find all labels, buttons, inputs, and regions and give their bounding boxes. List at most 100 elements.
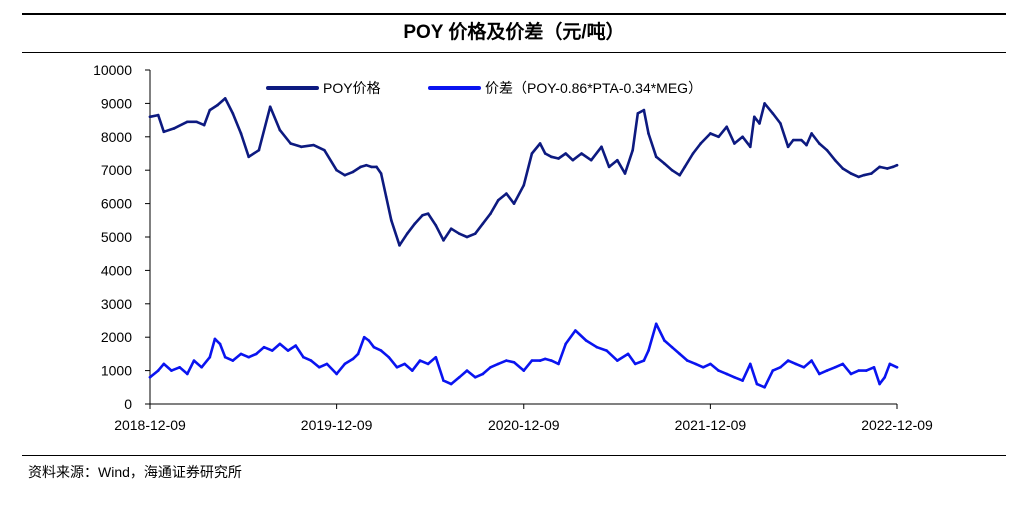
data-point-s2 — [895, 365, 899, 369]
data-point-s1 — [857, 175, 860, 179]
data-point-s1 — [434, 224, 438, 227]
data-point-s1 — [580, 152, 583, 155]
data-point-s1 — [195, 120, 198, 124]
data-point-s1 — [202, 123, 206, 127]
data-point-s2 — [442, 379, 445, 382]
data-point-s2 — [595, 345, 599, 349]
data-point-s2 — [771, 369, 775, 372]
data-point-s2 — [888, 362, 892, 366]
data-point-s2 — [231, 359, 235, 362]
data-point-s1 — [465, 235, 469, 239]
x-tick-label: 2019-12-09 — [301, 417, 373, 433]
data-point-s1 — [156, 113, 160, 117]
data-point-s2 — [642, 359, 646, 362]
data-point-s2 — [351, 357, 355, 361]
data-point-s1 — [647, 132, 650, 135]
data-point-s2 — [294, 344, 298, 347]
data-point-s2 — [162, 362, 166, 366]
data-point-s2 — [865, 369, 868, 372]
data-point-s2 — [362, 335, 366, 339]
data-point-s1 — [670, 168, 674, 172]
data-point-s1 — [709, 132, 712, 135]
data-point-s2 — [262, 345, 266, 349]
bottom-rule — [22, 455, 1006, 456]
y-tick-label: 2000 — [101, 329, 132, 345]
data-point-s1 — [375, 165, 378, 169]
data-point-s1 — [543, 152, 547, 155]
data-point-s1 — [779, 122, 782, 125]
x-tick-label: 2020-12-09 — [488, 417, 560, 433]
data-point-s1 — [849, 172, 853, 175]
data-point-s2 — [564, 342, 567, 346]
data-point-s2 — [694, 362, 697, 366]
data-point-s1 — [733, 142, 736, 145]
data-point-s2 — [647, 349, 650, 352]
data-point-s1 — [398, 244, 401, 247]
data-point-s2 — [255, 352, 258, 356]
y-tick-label: 1000 — [101, 363, 132, 379]
data-point-s2 — [496, 362, 500, 366]
data-point-s2 — [302, 355, 305, 359]
data-point-s1 — [817, 142, 821, 145]
data-point-s1 — [741, 135, 744, 139]
data-point-s2 — [841, 362, 845, 366]
y-tick-label: 4000 — [101, 262, 132, 278]
data-point-s2 — [802, 365, 806, 369]
data-point-s1 — [148, 115, 152, 119]
data-point-s2 — [538, 359, 542, 362]
data-point-s1 — [442, 239, 445, 242]
data-point-s1 — [413, 222, 417, 225]
data-point-s2 — [857, 369, 860, 372]
data-point-s2 — [317, 365, 321, 369]
data-point-s2 — [186, 372, 189, 376]
data-point-s1 — [607, 165, 611, 169]
data-point-s1 — [379, 172, 383, 175]
data-point-s1 — [323, 148, 326, 152]
data-point-s1 — [364, 163, 368, 167]
data-point-s1 — [891, 165, 895, 169]
data-point-s2 — [192, 359, 196, 362]
data-point-s2 — [387, 355, 391, 359]
data-point-s1 — [239, 132, 243, 135]
data-point-s1 — [458, 232, 461, 235]
data-point-s1 — [786, 145, 790, 149]
data-point-s1 — [825, 148, 829, 152]
data-point-s2 — [616, 359, 619, 362]
data-point-s2 — [156, 369, 160, 372]
y-tick-label: 5000 — [101, 229, 132, 245]
data-point-s1 — [359, 165, 362, 169]
data-point-s1 — [663, 162, 666, 165]
data-point-s1 — [600, 145, 603, 149]
data-point-s2 — [218, 342, 222, 346]
data-point-s1 — [370, 165, 373, 169]
data-point-s1 — [753, 115, 756, 119]
data-point-s2 — [763, 386, 766, 389]
data-point-s1 — [616, 158, 619, 162]
data-point-s2 — [458, 375, 461, 379]
data-point-s2 — [200, 365, 203, 369]
data-point-s2 — [733, 375, 736, 379]
data-point-s2 — [148, 375, 152, 379]
data-point-s1 — [763, 102, 766, 105]
x-tick-label: 2021-12-09 — [675, 417, 747, 433]
series-line-1 — [148, 97, 899, 247]
title-divider — [22, 52, 1006, 53]
data-point-s1 — [699, 142, 702, 145]
data-point-s1 — [343, 173, 347, 177]
series-line-2 — [148, 322, 899, 389]
data-point-s2 — [379, 349, 383, 352]
data-point-s1 — [885, 167, 889, 170]
y-tick-label: 0 — [124, 396, 132, 412]
data-point-s2 — [779, 365, 782, 369]
y-tick-label: 8000 — [101, 129, 132, 145]
data-point-s1 — [725, 125, 729, 129]
data-point-s2 — [794, 362, 798, 366]
data-point-s2 — [574, 329, 577, 332]
data-point-s2 — [557, 362, 560, 366]
data-point-s1 — [538, 142, 542, 145]
data-point-s2 — [633, 362, 637, 366]
data-point-s2 — [395, 365, 399, 369]
data-point-s2 — [584, 339, 588, 342]
data-point-s1 — [805, 143, 808, 147]
